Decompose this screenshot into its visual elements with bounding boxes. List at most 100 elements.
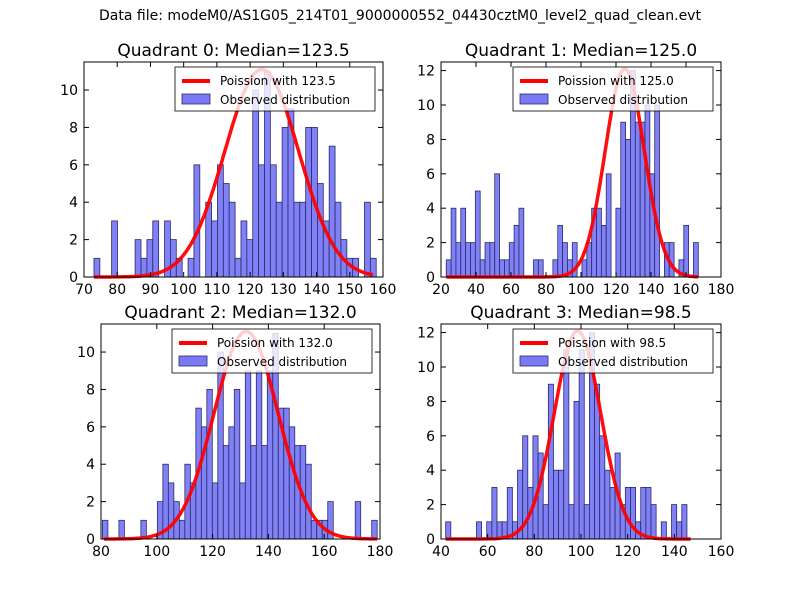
histogram-bar <box>371 519 378 540</box>
legend-label-observed: Observed distribution <box>558 355 688 369</box>
y-tick-label: 6 <box>426 429 435 445</box>
histogram-bar <box>293 201 301 278</box>
histogram-bar <box>596 207 602 278</box>
histogram-bar <box>234 257 242 278</box>
histogram-bar <box>542 504 549 540</box>
legend: Poission with 123.5 Observed distribution <box>174 66 376 112</box>
histogram-bar <box>269 164 277 278</box>
histogram-bar <box>553 469 560 540</box>
x-tick-label: 150 <box>336 282 363 298</box>
histogram-bar <box>299 201 307 278</box>
x-tick-label: 90 <box>142 282 160 298</box>
y-tick-label: 2 <box>426 498 435 514</box>
x-tick-label: 60 <box>502 282 520 298</box>
histogram-bar <box>558 469 565 540</box>
histogram-bar <box>152 220 160 278</box>
y-tick-label: 6 <box>69 158 78 174</box>
histogram-bar <box>671 504 678 540</box>
y-tick-label: 2 <box>69 233 78 249</box>
histogram-bar <box>211 482 219 540</box>
histogram-bar <box>660 521 667 540</box>
histogram-bar <box>605 173 612 278</box>
histogram-bar <box>258 164 265 278</box>
axes-frame <box>83 61 384 278</box>
x-tick-label: 80 <box>108 282 126 298</box>
legend: Poission with 98.5 Observed distribution <box>512 328 714 374</box>
histogram-bar <box>600 224 607 278</box>
histogram-bar <box>484 242 491 278</box>
legend-label-observed: Observed distribution <box>220 93 350 107</box>
x-tick-label: 20 <box>432 282 450 298</box>
histogram-bar <box>573 400 580 540</box>
y-tick-label: 8 <box>426 394 435 410</box>
histogram-bar <box>275 201 283 278</box>
y-tick-label: 8 <box>426 132 435 148</box>
histogram-bar <box>683 224 690 278</box>
histogram-bar <box>240 220 248 278</box>
histogram-bar <box>288 426 296 540</box>
y-tick-label: 10 <box>60 83 78 99</box>
x-tick-label: 100 <box>568 282 595 298</box>
x-tick-label: 160 <box>370 282 397 298</box>
histogram-bar <box>460 207 467 278</box>
legend-label-poisson: Poission with 123.5 <box>220 74 336 88</box>
histogram-bar <box>93 257 101 278</box>
x-tick-label: 120 <box>237 282 264 298</box>
legend-bar-swatch <box>519 355 549 367</box>
y-tick-label: 12 <box>417 326 435 342</box>
histogram-bar <box>513 224 520 278</box>
histogram-bar <box>581 259 588 278</box>
x-tick-label: 140 <box>303 282 330 298</box>
histogram-bar <box>634 121 641 278</box>
histogram-bar <box>615 207 622 278</box>
subplot-title: Quadrant 2: Median=132.0 <box>124 303 356 323</box>
y-tick-label: 10 <box>417 360 435 376</box>
histogram-bar <box>328 145 336 278</box>
y-tick-label: 4 <box>426 201 435 217</box>
legend: Poission with 132.0 Observed distribution <box>171 328 373 374</box>
y-tick-label: 8 <box>86 382 95 398</box>
histogram-bar <box>557 224 563 278</box>
histogram-bar <box>578 349 585 540</box>
subplot-title: Quadrant 0: Median=123.5 <box>117 41 349 61</box>
histogram-bar <box>252 89 260 278</box>
histogram-bar <box>250 445 257 540</box>
histogram-bar <box>134 239 142 278</box>
histogram-bar <box>246 239 254 278</box>
histogram-bar <box>261 445 268 540</box>
y-tick-label: 2 <box>86 495 95 511</box>
histogram-bar <box>455 242 462 278</box>
x-tick-label: 140 <box>661 544 688 560</box>
histogram-bar <box>547 383 554 540</box>
histogram-bar <box>474 190 481 278</box>
histogram-bar <box>583 504 590 540</box>
histogram-bar <box>562 242 568 278</box>
subplot-quadrant-3: Quadrant 3: Median=98.540 60 80 100 120 140 16… <box>417 303 734 560</box>
histogram-bar <box>146 239 154 278</box>
histogram-bar <box>364 201 371 278</box>
histogram-bar <box>178 519 186 540</box>
histogram-bar <box>206 389 213 540</box>
histogram-bar <box>187 257 195 278</box>
subplot-title: Quadrant 3: Median=98.5 <box>470 303 692 323</box>
histogram-bar <box>170 239 177 278</box>
histogram-bar <box>537 259 544 278</box>
histogram-bar <box>255 370 263 540</box>
histogram-bar <box>609 486 616 540</box>
histogram-bar <box>450 207 457 278</box>
x-tick-label: 80 <box>92 544 110 560</box>
histogram-bar <box>228 201 236 278</box>
y-tick-label: 4 <box>86 457 95 473</box>
y-tick-label: 0 <box>426 270 435 286</box>
x-tick-label: 70 <box>75 282 93 298</box>
histogram-bar <box>563 349 570 540</box>
x-tick-label: 80 <box>525 544 543 560</box>
y-tick-label: 6 <box>426 167 435 183</box>
subplot-quadrant-1: Quadrant 1: Median=125.020 40 60 80 100 120 14… <box>417 41 734 298</box>
legend-bar-swatch <box>181 93 211 105</box>
y-tick-label: 4 <box>426 463 435 479</box>
x-tick-label: 100 <box>143 544 170 560</box>
histogram-bar <box>533 259 539 278</box>
legend: Poission with 125.0 Observed distribution <box>512 66 714 112</box>
